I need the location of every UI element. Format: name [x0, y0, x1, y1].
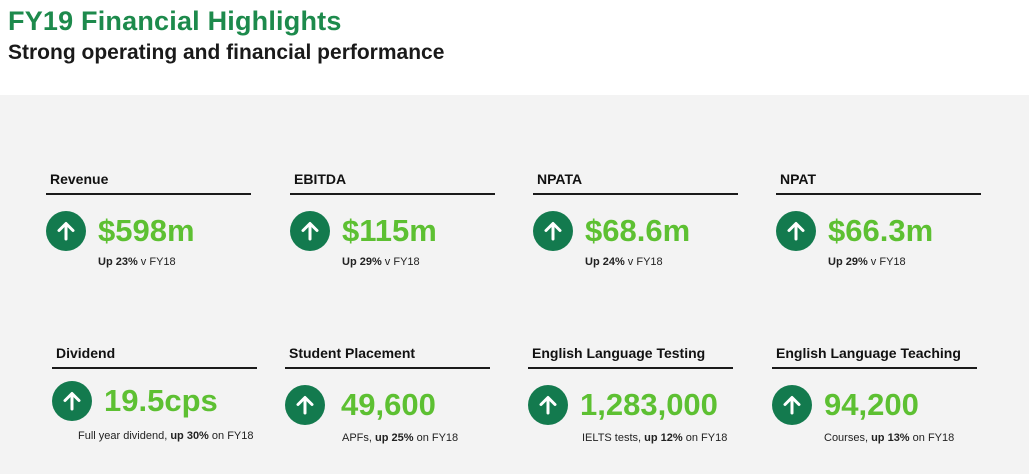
metric-card-npata: NPATA $68.6m Up 24% v FY18: [533, 169, 738, 269]
divider: [533, 193, 738, 195]
page-title: FY19 Financial Highlights: [8, 6, 342, 36]
metric-value: $66.3m: [828, 213, 934, 248]
metric-note: Courses, up 13% on FY18: [824, 432, 955, 444]
arrow-up-icon: [776, 211, 816, 251]
metric-value: 19.5cps: [104, 383, 218, 418]
metric-label: English Language Testing: [532, 345, 706, 361]
metric-value: $115m: [342, 213, 437, 248]
metric-label: EBITDA: [294, 171, 347, 187]
metric-card-english-language-testing: English Language Testing 1,283,000 IELTS…: [528, 343, 733, 445]
divider: [52, 367, 257, 369]
arrow-up-icon: [290, 211, 330, 251]
metric-note: IELTS tests, up 12% on FY18: [582, 432, 728, 444]
metric-label: NPAT: [780, 171, 817, 187]
arrow-up-icon: [52, 381, 92, 421]
page-subtitle: Strong operating and financial performan…: [8, 41, 445, 64]
metric-label: Revenue: [50, 171, 109, 187]
metric-note: Up 29% v FY18: [342, 256, 420, 268]
metric-label: NPATA: [537, 171, 583, 187]
divider: [290, 193, 495, 195]
metric-card-dividend: Dividend 19.5cps Full year dividend, up …: [52, 343, 257, 443]
arrow-up-icon: [46, 211, 86, 251]
metric-value: 1,283,000: [580, 387, 718, 422]
metric-label: English Language Teaching: [776, 345, 961, 361]
metric-note: Up 24% v FY18: [585, 256, 663, 268]
metric-note: APFs, up 25% on FY18: [342, 432, 459, 444]
metric-value: 94,200: [824, 387, 919, 422]
divider: [46, 193, 251, 195]
divider: [285, 367, 490, 369]
arrow-up-icon: [533, 211, 573, 251]
metric-card-ebitda: EBITDA $115m Up 29% v FY18: [290, 169, 495, 269]
metric-card-english-language-teaching: English Language Teaching 94,200 Courses…: [772, 343, 977, 445]
divider: [776, 193, 981, 195]
metric-value: $598m: [98, 213, 195, 248]
metric-card-revenue: Revenue $598m Up 23% v FY18: [46, 169, 251, 269]
arrow-up-icon: [772, 385, 812, 425]
arrow-up-icon: [285, 385, 325, 425]
metric-label: Dividend: [56, 345, 116, 361]
metric-label: Student Placement: [289, 345, 416, 361]
divider: [528, 367, 733, 369]
metric-card-student-placement: Student Placement 49,600 APFs, up 25% on…: [285, 343, 490, 445]
metric-note: Full year dividend, up 30% on FY18: [78, 430, 254, 442]
highlights-panel: Revenue $598m Up 23% v FY18 EBITDA $115m…: [0, 95, 1029, 474]
metric-card-npat: NPAT $66.3m Up 29% v FY18: [776, 169, 981, 269]
metric-value: $68.6m: [585, 213, 691, 248]
metric-note: Up 29% v FY18: [828, 256, 906, 268]
metric-note: Up 23% v FY18: [98, 256, 176, 268]
metric-value: 49,600: [341, 387, 436, 422]
arrow-up-icon: [528, 385, 568, 425]
divider: [772, 367, 977, 369]
